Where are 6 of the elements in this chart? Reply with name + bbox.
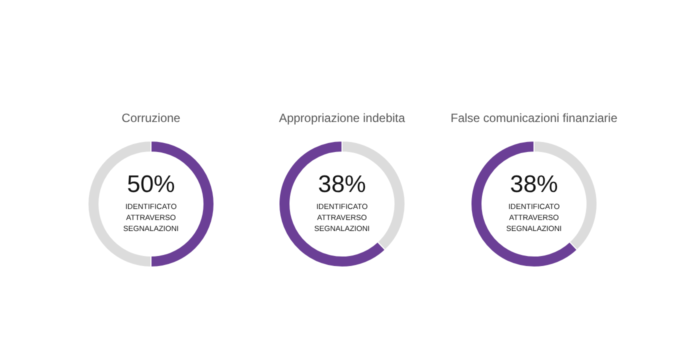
text: 38% bbox=[510, 171, 558, 198]
chart-title: Appropriazione indebita bbox=[278, 111, 406, 125]
chart-title: False comunicazioni finanziarie bbox=[450, 111, 618, 125]
text: 50% bbox=[126, 171, 176, 198]
chart-title: Corruzione bbox=[122, 111, 181, 125]
text: 38% bbox=[318, 171, 366, 198]
